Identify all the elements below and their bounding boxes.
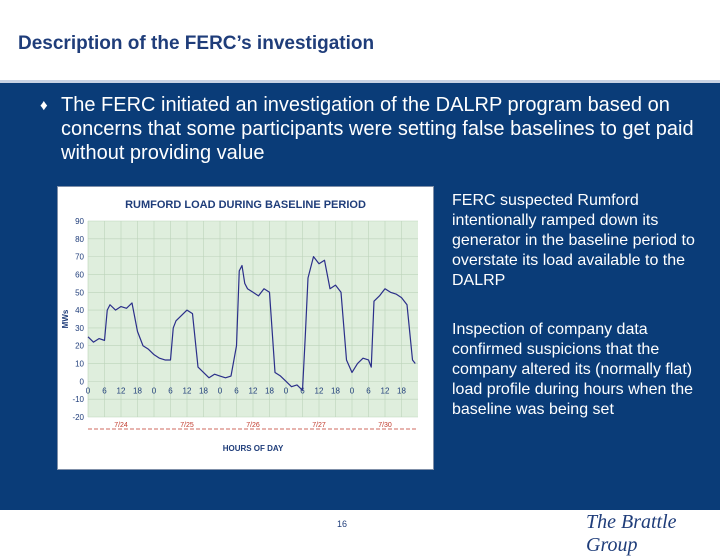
x-tick-label: 18: [199, 386, 208, 395]
bullet-text: The FERC initiated an investigation of t…: [61, 94, 694, 164]
x-tick-label: 0: [350, 386, 355, 395]
y-tick-label: 90: [75, 217, 84, 226]
date-label: 7/27: [312, 422, 326, 429]
x-axis-ticks: 0 6 12 18 0 6 12 18 0 6 12 18 0 6 12 18 0 6 12 18: [86, 386, 407, 395]
x-tick-label: 12: [117, 386, 126, 395]
y-tick-label: 50: [75, 288, 84, 297]
date-label: 7/26: [246, 422, 260, 429]
grid-lines: [87, 220, 418, 418]
x-tick-label: 18: [133, 386, 142, 395]
x-tick-label: 0: [284, 386, 289, 395]
x-tick-label: 6: [234, 386, 239, 395]
x-tick-label: 18: [265, 386, 274, 395]
date-label: 7/25: [180, 422, 194, 429]
x-tick-label: 6: [366, 386, 371, 395]
x-tick-label: 0: [218, 386, 223, 395]
x-tick-label: 18: [331, 386, 340, 395]
y-tick-label: -20: [72, 413, 84, 422]
x-tick-label: 12: [315, 386, 324, 395]
brattle-logo: The Brattle Group: [586, 511, 677, 556]
x-tick-label: 12: [381, 386, 390, 395]
x-tick-label: 0: [86, 386, 91, 395]
y-tick-label: 60: [75, 270, 84, 279]
y-tick-label: 20: [75, 342, 84, 351]
series-layer: [87, 256, 416, 391]
finding-text-1: FERC suspected Rumford intentionally ram…: [452, 192, 695, 289]
chart-title: RUMFORD LOAD DURING BASELINE PERIOD: [125, 199, 366, 211]
finding-text-2: Inspection of company data confirmed sus…: [452, 321, 694, 418]
y-axis-label: MWs: [61, 309, 70, 328]
chart-container: RUMFORD LOAD DURING BASELINE PERIOD 90 80…: [57, 186, 434, 470]
slide-title: Description of the FERC’s investigation: [18, 33, 375, 54]
x-tick-label: 12: [249, 386, 258, 395]
y-tick-label: 0: [80, 377, 85, 386]
date-label: 7/30: [378, 422, 392, 429]
y-tick-label: -10: [72, 395, 84, 404]
date-label: 7/24: [114, 422, 128, 429]
load-series-line: [87, 256, 416, 391]
diamond-bullet-icon: ♦: [40, 97, 48, 114]
slide-footer: [0, 510, 720, 540]
y-tick-label: 30: [75, 324, 84, 333]
date-axis: 7/24 7/25 7/26 7/27 7/30: [88, 422, 418, 430]
y-axis-ticks: 90 80 70 60 50 40 30 20 10 0 -10 -20: [72, 217, 84, 422]
x-tick-label: 0: [152, 386, 157, 395]
x-tick-label: 12: [183, 386, 192, 395]
y-tick-label: 70: [75, 253, 84, 262]
page-number: 16: [337, 519, 348, 529]
y-tick-label: 10: [75, 360, 84, 369]
x-tick-label: 18: [397, 386, 406, 395]
x-tick-label: 6: [102, 386, 107, 395]
header-divider: [0, 80, 720, 83]
slide-header: Description of the FERC’s investigation: [0, 0, 720, 83]
x-axis-label: HOURS OF DAY: [223, 444, 284, 453]
x-tick-label: 6: [168, 386, 173, 395]
y-tick-label: 40: [75, 306, 84, 315]
y-tick-label: 80: [75, 235, 84, 244]
